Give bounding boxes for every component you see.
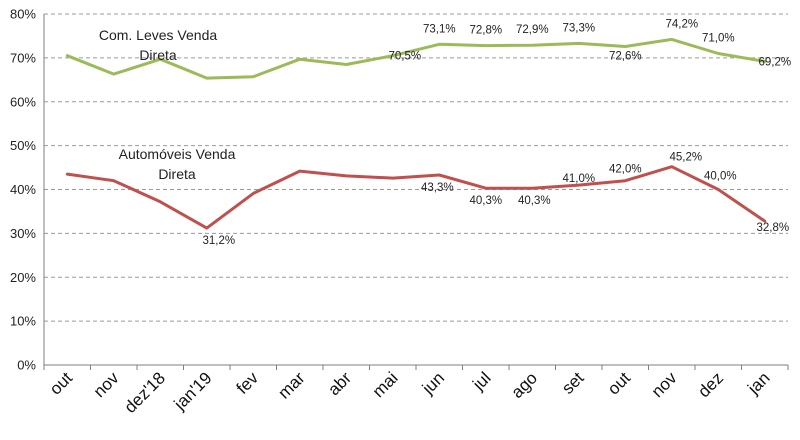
series-name-com-leves: Com. Leves Venda	[99, 27, 218, 43]
data-label: 69,2%	[758, 56, 791, 68]
x-tick-label: ago	[508, 368, 541, 401]
x-tick-label: dez'18	[121, 368, 169, 416]
data-label: 72,9%	[516, 24, 549, 36]
x-tick-label: jan	[743, 368, 773, 398]
series-name-automoveis: Automóveis Venda	[119, 146, 236, 162]
y-tick-label: 20%	[10, 270, 36, 285]
data-label: 42,0%	[609, 164, 642, 176]
x-tick-label: fev	[233, 368, 263, 398]
x-tick-label: mai	[369, 368, 402, 401]
x-tick-label: jul	[468, 368, 494, 394]
data-label: 72,6%	[609, 51, 642, 63]
data-label: 74,2%	[665, 18, 698, 30]
x-tick-label: mar	[274, 368, 308, 402]
y-tick-label: 60%	[10, 94, 36, 109]
x-tick-label: nov	[90, 368, 123, 401]
series-line-automoveis	[65, 165, 767, 230]
y-tick-label: 30%	[10, 226, 36, 241]
data-label: 31,2%	[202, 235, 235, 247]
data-label: 40,3%	[469, 195, 502, 207]
series-name-com-leves: Direta	[139, 47, 177, 63]
y-tick-label: 10%	[10, 314, 36, 329]
y-tick-label: 0%	[17, 358, 36, 373]
x-tick-label: set	[558, 368, 588, 398]
data-label: 43,3%	[421, 182, 454, 194]
series-lines	[65, 37, 767, 230]
y-tick-label: 80%	[10, 7, 36, 22]
data-label: 71,0%	[702, 33, 735, 45]
series-names: Com. Leves Venda Direta Automóveis Venda Di…	[99, 27, 236, 182]
x-tick-label: abr	[324, 368, 355, 399]
y-tick-label: 40%	[10, 182, 36, 197]
x-tick-label: jan'19	[170, 368, 216, 414]
data-label: 73,3%	[562, 22, 595, 34]
data-labels: 70,5% 73,1% 72,8% 72,9% 73,3% 72,6% 74,2% 71,0%…	[202, 18, 791, 247]
data-label: 70,5%	[388, 51, 421, 63]
data-label: 72,8%	[469, 25, 502, 37]
data-label: 32,8%	[756, 222, 789, 234]
y-tick-label: 70%	[10, 50, 36, 65]
series-line-com-leves	[65, 37, 767, 80]
data-label: 41,0%	[562, 173, 595, 185]
data-label: 73,1%	[423, 23, 456, 35]
gridlines	[44, 13, 788, 322]
x-tick-label: jun	[418, 368, 448, 398]
x-tick-label: nov	[648, 368, 681, 401]
series-name-automoveis: Direta	[158, 166, 196, 182]
data-label: 40,3%	[518, 195, 551, 207]
x-tick-label: dez	[694, 368, 727, 401]
x-tick-label: out	[604, 368, 634, 398]
data-label: 40,0%	[704, 171, 737, 183]
data-label: 45,2%	[669, 152, 702, 164]
y-tick-label: 50%	[10, 138, 36, 153]
x-tick-label: out	[46, 368, 76, 398]
